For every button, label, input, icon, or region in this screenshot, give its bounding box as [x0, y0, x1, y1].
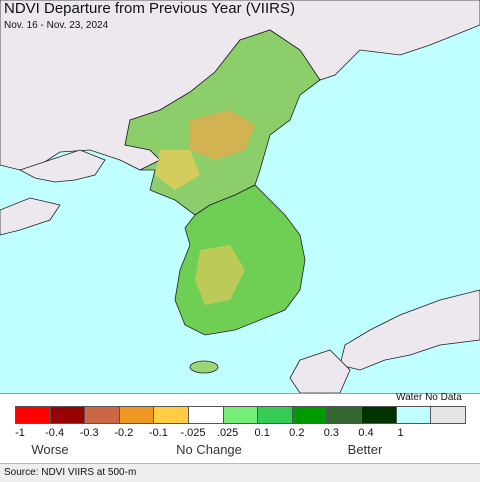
legend-swatch — [49, 406, 86, 424]
legend-swatch — [118, 406, 155, 424]
legend-tick-label: -0.2 — [114, 427, 134, 439]
legend-tick-label: -1 — [15, 427, 25, 439]
water-nodata-label: Water No Data — [396, 392, 462, 403]
legend-swatch — [188, 406, 224, 424]
legend-tick-label: -0.4 — [45, 427, 65, 439]
legend-swatch — [84, 406, 120, 424]
legend-category-no-change: No Change — [176, 442, 242, 457]
kyushu — [289, 349, 351, 393]
legend-swatch — [395, 406, 432, 424]
legend-tick-label: -0.1 — [148, 427, 168, 439]
legend-panel — [0, 393, 480, 464]
legend-swatch — [326, 406, 362, 424]
legend-swatch — [257, 406, 293, 424]
legend-tick-label: 0.1 — [254, 427, 270, 439]
legend-swatch — [222, 406, 259, 424]
japan-landmass — [339, 289, 480, 371]
nk-dry-patch — [190, 110, 255, 160]
nk-dry-patch-2 — [155, 150, 200, 190]
legend-tick-label: 0.3 — [323, 427, 340, 439]
legend-tick-label: 1 — [397, 427, 404, 439]
legend-category-better: Better — [347, 442, 383, 457]
legend-tick-label: -0.3 — [79, 427, 99, 439]
ndvi-map — [0, 0, 480, 393]
source-bar: Source: NDVI VIIRS at 500-m — [0, 463, 480, 482]
legend-tick-label: .025 — [216, 427, 239, 439]
sk-patch — [195, 245, 245, 305]
legend-swatch — [15, 406, 51, 424]
legend-swatch — [153, 406, 189, 424]
liaodong-peninsula — [18, 149, 106, 183]
legend-swatch — [430, 406, 466, 424]
legend-tick-label: -.025 — [180, 427, 206, 439]
legend-tick-label: 0.4 — [358, 427, 374, 439]
legend-tick-label: 0.2 — [289, 427, 305, 439]
map-date-range: Nov. 16 - Nov. 23, 2024 — [4, 20, 109, 31]
shandong-peninsula — [0, 197, 61, 236]
source-text: Source: NDVI VIIRS at 500-m — [4, 467, 137, 478]
legend-swatch — [291, 406, 328, 424]
map-title: NDVI Departure from Previous Year (VIIRS… — [4, 0, 295, 17]
legend-category-worse: Worse — [31, 442, 69, 457]
jeju-island — [189, 360, 219, 374]
legend-swatch — [361, 406, 397, 424]
